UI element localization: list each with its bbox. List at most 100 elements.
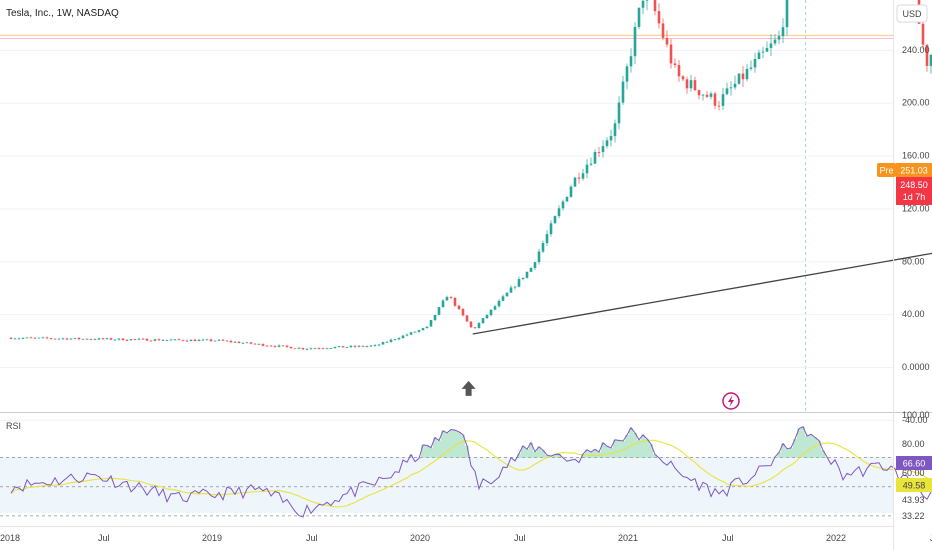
candle-body: [17, 338, 21, 340]
candle-body: [389, 339, 393, 342]
candle-body: [573, 177, 577, 187]
candle-body: [121, 338, 125, 341]
time-axis-label: 2021: [618, 533, 638, 543]
candle-body: [625, 66, 629, 82]
candle-body: [421, 328, 425, 331]
rsi-line: [10, 425, 932, 518]
candle-body: [761, 51, 765, 53]
candle-body: [749, 67, 753, 69]
currency-button[interactable]: [896, 4, 928, 23]
rsi-axis-label-80: 80.00: [902, 439, 925, 449]
candle-body: [565, 196, 569, 202]
candle-body: [21, 337, 25, 339]
candle-body: [329, 348, 333, 349]
candle-body: [417, 330, 421, 332]
candle-body: [109, 338, 113, 340]
candle-body: [225, 340, 229, 342]
price-axis-label: -40.00: [902, 415, 928, 425]
rsi-ma-value-tag: [896, 478, 932, 492]
candle-body: [373, 345, 377, 346]
candle-body: [385, 341, 389, 343]
candle-body: [477, 323, 481, 329]
time-axis-label: Jul: [306, 533, 318, 543]
candle-body: [517, 279, 521, 287]
candle-body: [457, 305, 461, 310]
candle-body: [229, 340, 233, 343]
candle-body: [773, 39, 777, 44]
candle-body: [509, 287, 513, 293]
candle-body: [401, 335, 405, 339]
candle-body: [165, 339, 169, 341]
candle-body: [449, 296, 453, 298]
candle-body: [49, 338, 53, 340]
candle-body: [637, 7, 641, 27]
candle-body: [245, 342, 249, 344]
arrow-up-icon[interactable]: [461, 380, 476, 396]
candle-body: [261, 343, 265, 346]
candle-body: [305, 348, 309, 350]
candle-body: [129, 339, 133, 341]
candle-body: [585, 164, 589, 174]
trendline-lower[interactable]: [472, 142, 932, 335]
candle-body: [697, 90, 701, 96]
candle-body: [753, 59, 757, 68]
candle-body: [69, 338, 73, 340]
candle-body: [157, 339, 161, 341]
candle-body: [929, 54, 932, 66]
candle-body: [201, 339, 205, 341]
candle-body: [645, 0, 649, 1]
candle-body: [377, 344, 381, 346]
rsi-band-background: [0, 457, 893, 513]
candle-body: [729, 87, 733, 89]
candle-body: [285, 345, 289, 347]
candle-body: [709, 93, 713, 97]
candle-body: [333, 347, 337, 349]
candle-body: [9, 337, 13, 339]
candle-body: [205, 339, 209, 341]
candle-body: [101, 338, 105, 340]
candle-body: [133, 339, 137, 340]
candle-body: [181, 339, 185, 341]
candle-body: [465, 315, 469, 322]
candle-body: [669, 44, 673, 64]
candle-body: [169, 339, 173, 341]
candle-body: [81, 338, 85, 340]
candle-body: [925, 44, 929, 66]
candle-body: [661, 23, 665, 38]
time-axis-label: Jul: [930, 533, 932, 543]
candle-body: [605, 140, 609, 147]
rsi-series: [0, 425, 932, 518]
candle-body: [365, 346, 369, 347]
candle-body: [769, 43, 773, 48]
pre-market-price: 251.03: [900, 166, 928, 176]
candle-body: [549, 223, 553, 235]
candle-body: [97, 338, 101, 340]
candle-body: [357, 345, 361, 347]
candle-body: [485, 315, 489, 319]
candle-body: [149, 340, 153, 342]
price-axis-label: 240.00: [902, 45, 930, 55]
candle-body: [689, 80, 693, 89]
last-price: 248.50: [900, 180, 928, 190]
candle-body: [657, 11, 661, 24]
candle-body: [489, 309, 493, 316]
candle-body: [469, 321, 473, 328]
time-axis-label: Jul: [514, 533, 526, 543]
candle-body: [537, 251, 541, 263]
price-axis-label: 40.00: [902, 309, 925, 319]
time-axis-label: 2022: [826, 533, 846, 543]
candle-body: [13, 338, 17, 340]
candle-body: [53, 338, 57, 340]
candle-body: [309, 348, 313, 350]
candle-body: [301, 347, 305, 350]
lightning-icon[interactable]: [722, 392, 740, 410]
candle-body: [597, 152, 601, 153]
candle-body: [221, 339, 225, 341]
last-price-tag: [896, 177, 932, 205]
candle-body: [117, 338, 121, 340]
candle-body: [161, 340, 165, 341]
candle-body: [177, 339, 181, 341]
candle-body: [273, 346, 277, 347]
candle-body: [717, 105, 721, 107]
